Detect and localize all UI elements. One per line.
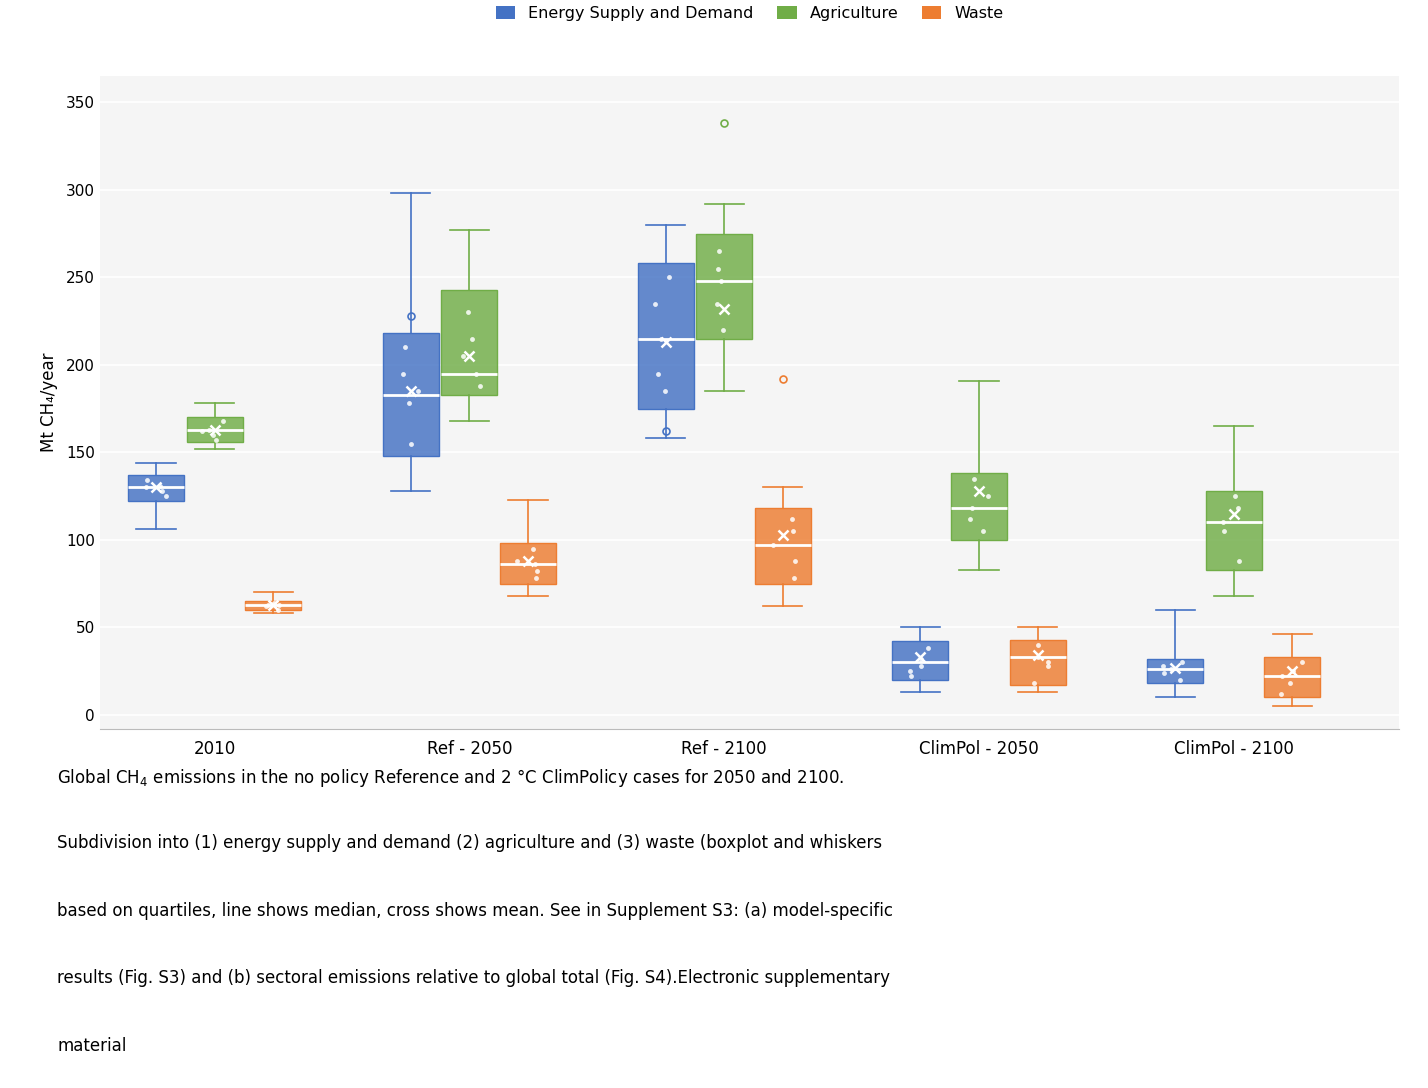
Bar xyxy=(1205,491,1262,570)
Bar xyxy=(1147,659,1204,683)
Bar xyxy=(129,475,184,502)
Bar xyxy=(637,263,694,409)
Bar xyxy=(637,263,694,409)
Bar xyxy=(1147,659,1204,683)
Bar xyxy=(951,473,1007,540)
Bar xyxy=(246,602,301,610)
Bar xyxy=(187,418,243,442)
Bar xyxy=(441,289,497,395)
Bar xyxy=(1010,640,1065,685)
Bar xyxy=(383,333,438,456)
Text: results (Fig. S3) and (b) sectoral emissions relative to global total (Fig. S4).: results (Fig. S3) and (b) sectoral emiss… xyxy=(57,969,890,988)
Bar xyxy=(1010,640,1065,685)
Bar xyxy=(500,543,555,583)
Y-axis label: Mt CH₄/year: Mt CH₄/year xyxy=(40,353,57,453)
Bar xyxy=(441,289,497,395)
Legend: Energy Supply and Demand, Agriculture, Waste: Energy Supply and Demand, Agriculture, W… xyxy=(490,0,1010,27)
Text: material: material xyxy=(57,1037,127,1055)
Text: Global CH$_4$ emissions in the no policy Reference and 2 °C ClimPolicy cases for: Global CH$_4$ emissions in the no policy… xyxy=(57,767,844,789)
Bar xyxy=(246,602,301,610)
Bar xyxy=(697,234,753,338)
Bar xyxy=(500,543,555,583)
Bar xyxy=(951,473,1007,540)
Bar xyxy=(697,234,753,338)
Bar xyxy=(1264,657,1321,697)
Bar xyxy=(755,508,811,583)
Bar xyxy=(129,475,184,502)
Bar xyxy=(892,642,948,680)
Bar xyxy=(187,418,243,442)
Bar xyxy=(755,508,811,583)
Bar xyxy=(1264,657,1321,697)
Bar xyxy=(892,642,948,680)
Bar xyxy=(1205,491,1262,570)
Bar xyxy=(383,333,438,456)
Text: based on quartiles, line shows median, cross shows mean. See in Supplement S3: (: based on quartiles, line shows median, c… xyxy=(57,902,892,920)
Text: Subdivision into (1) energy supply and demand (2) agriculture and (3) waste (box: Subdivision into (1) energy supply and d… xyxy=(57,834,883,853)
